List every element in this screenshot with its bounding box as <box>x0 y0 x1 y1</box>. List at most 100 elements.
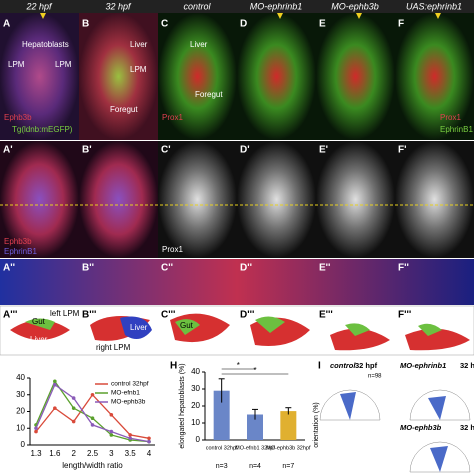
n-label: n=7 <box>282 463 294 470</box>
panel-label: C'' <box>161 263 173 274</box>
annotation: EphrinB1 <box>4 247 37 256</box>
y-tick-label: 0 <box>196 435 201 444</box>
bar <box>247 414 263 440</box>
annotation: Hepatoblasts <box>22 40 69 49</box>
y-tick-label: 0 <box>21 440 26 449</box>
panel-label: B' <box>82 145 92 156</box>
y-tick-label: 20 <box>16 407 25 416</box>
panel-label: C' <box>161 145 171 156</box>
panel-label: B <box>82 19 89 30</box>
panel-label: D''' <box>240 310 254 321</box>
n-label: n=3 <box>216 463 228 470</box>
panel-label: F'' <box>398 263 409 274</box>
polar-title: 32 h <box>460 361 474 370</box>
annotation: Tg(ldnb:mEGFP) <box>12 125 73 134</box>
annotation: EphrinB1 <box>440 125 473 134</box>
panel-label: F' <box>398 145 407 156</box>
panel-label: E''' <box>319 310 333 321</box>
x-tick-label: 3.5 <box>125 449 137 458</box>
panel-label: C <box>161 19 168 30</box>
annotation: Liver <box>30 335 48 344</box>
panels <box>0 13 474 356</box>
y-tick-label: 40 <box>16 373 25 382</box>
annotation: LPM <box>55 60 72 69</box>
y-axis-label: orientation (%) <box>313 402 320 448</box>
panel-label: D <box>240 19 247 30</box>
panel-label: A''' <box>3 310 17 321</box>
y-tick-label: 10 <box>16 423 25 432</box>
annotation: Gut <box>180 321 194 330</box>
annotation: Prox1 <box>162 245 183 254</box>
panel-label: E <box>319 19 326 30</box>
y-axis-label: elongated hepatoblasts (%) <box>179 363 186 448</box>
panel-label: A <box>3 19 10 30</box>
annotation: Gut <box>32 317 46 326</box>
sig-label: * <box>237 361 240 370</box>
annotation: Prox1 <box>162 113 183 122</box>
panel-labels: A B C D E F A' B' C' D' E' F' A'' B'' C'' D'' E'' F'' A'''… <box>3 19 411 321</box>
point <box>147 439 151 444</box>
x-tick-label: 1.3 <box>30 449 42 458</box>
annotation: Ephb3b <box>4 113 32 122</box>
panel-label: E' <box>319 145 328 156</box>
annotation: Liver <box>190 40 208 49</box>
point <box>71 396 76 400</box>
point <box>53 379 57 384</box>
annotation: Foregut <box>195 90 223 99</box>
point <box>34 429 38 434</box>
x-tick-label: 3 <box>109 449 114 458</box>
col-header: 32 hpf <box>105 1 132 11</box>
panel-label: D' <box>240 145 250 156</box>
y-tick-label: 40 <box>191 367 200 376</box>
x-tick-label: 2.5 <box>87 449 99 458</box>
annotation: right LPM <box>96 343 131 352</box>
line-chart: 0 10 20 30 40 1.3 1.6 2 2.5 3 3.5 4 length/width rat… <box>16 373 155 470</box>
polar-title: MO-ephb3b <box>400 423 442 432</box>
panel-label: C''' <box>161 310 175 321</box>
panel-label: D'' <box>240 263 252 274</box>
col-header: MO-ephrinb1 <box>250 1 303 11</box>
headers: 22 hpf 32 hpf control MO-ephrinb1 MO-eph… <box>25 1 462 11</box>
y-tick-label: 10 <box>191 418 200 427</box>
polar-title: 32 h <box>460 423 474 432</box>
x-tick-label: 2 <box>71 449 76 458</box>
col-header: UAS:ephrinb1 <box>406 1 462 11</box>
point <box>128 433 132 437</box>
panel-label: A'' <box>3 263 15 274</box>
col-header: control <box>183 1 211 11</box>
annotation: LPM <box>8 60 25 69</box>
bar <box>213 390 230 440</box>
panel-label: A' <box>3 145 13 156</box>
panel-label: E'' <box>319 263 330 274</box>
legend-label: control 32hpf <box>111 381 149 388</box>
point <box>53 382 57 387</box>
point <box>90 416 95 421</box>
point <box>53 406 57 410</box>
panel-label: I <box>318 361 321 372</box>
col-header: 22 hpf <box>25 1 53 11</box>
bar <box>280 411 297 440</box>
panel-label: H <box>170 361 177 372</box>
annotation: Foregut <box>110 105 138 114</box>
panel-label: B'' <box>82 263 94 274</box>
x-tick-label: 1.6 <box>49 449 61 458</box>
point <box>34 426 38 431</box>
point <box>109 433 114 437</box>
legend-label: MO-efnb1 <box>111 390 140 397</box>
x-tick-label: MO-ephb3b 32hpf <box>266 445 311 451</box>
polar-title: 32 hpf <box>355 361 378 370</box>
point <box>90 423 95 427</box>
annotation: Liver <box>130 323 148 332</box>
col-header: MO-ephb3b <box>331 1 379 11</box>
x-tick-label: MO-efnb1 32hpf <box>235 445 275 451</box>
annotation: Ephb3b <box>4 237 32 246</box>
annotation: Liver <box>130 40 148 49</box>
point <box>90 392 95 397</box>
point <box>147 436 151 441</box>
point <box>71 419 76 424</box>
annotations: Hepatoblasts LPM LPM Ephb3b Tg(ldnb:mEGF… <box>4 40 473 352</box>
annotation: LPM <box>130 65 147 74</box>
panel-label: B''' <box>82 310 96 321</box>
